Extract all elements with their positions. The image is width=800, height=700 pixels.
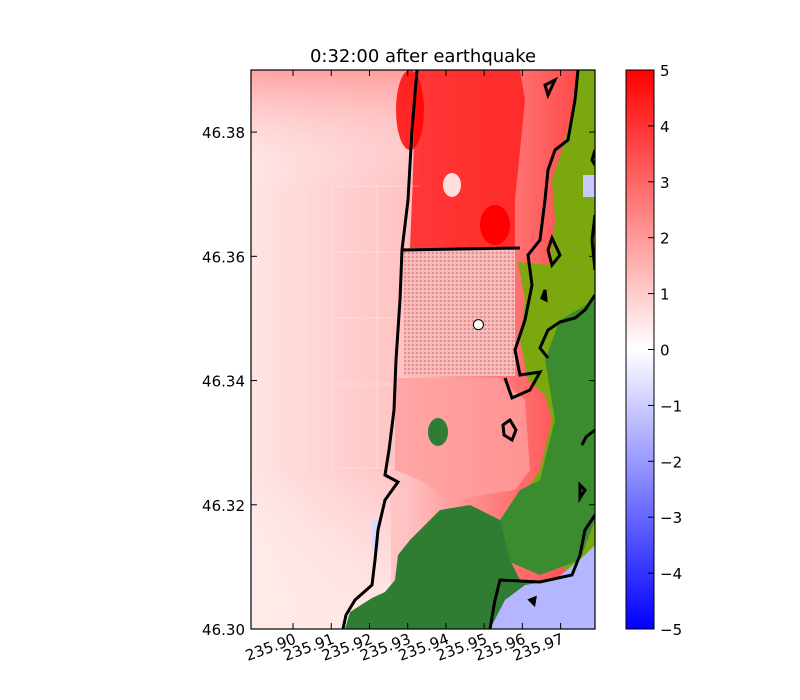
y-axis: 46.30 46.32 46.34 46.36 46.38 — [202, 124, 595, 639]
wave-crest-spot — [480, 205, 510, 245]
colorbar-tick-label: 3 — [660, 174, 670, 192]
colorbar-tick-label: 4 — [660, 118, 670, 136]
south-wave-region — [395, 378, 530, 500]
water-top-shading — [251, 70, 421, 190]
wave-peak-north — [396, 70, 424, 150]
y-tick-label: 46.34 — [202, 373, 245, 391]
shoreline-contours — [341, 70, 595, 629]
low-water-blue-patch — [490, 545, 595, 629]
colorbar-tick-label: 5 — [660, 62, 670, 80]
y-tick-label: 46.32 — [202, 497, 245, 515]
wave-trough-spot — [443, 173, 461, 197]
plot-area — [251, 70, 595, 629]
y-tick-label: 46.30 — [202, 621, 245, 639]
island-small — [428, 418, 448, 446]
gauge-marker — [472, 319, 484, 331]
colorbar-tick-label: 2 — [660, 230, 670, 248]
plot-frame — [250, 69, 596, 630]
y-tick-label: 46.38 — [202, 124, 245, 142]
intense-wave-region — [410, 70, 525, 248]
colorbar-tick-label: −5 — [660, 621, 682, 639]
colorbar-ticks: 5 4 3 2 1 0 −1 −2 −3 −4 −5 — [648, 62, 682, 639]
refinement-grid-lines — [331, 185, 420, 469]
blue-patch-north — [583, 175, 595, 197]
colorbar-tick-label: 1 — [660, 286, 670, 304]
colorbar: 5 4 3 2 1 0 −1 −2 −3 −4 −5 — [625, 62, 682, 639]
land-forest-east — [500, 300, 595, 575]
colorbar-tick-label: −2 — [660, 453, 682, 471]
colorbar-tick-label: −1 — [660, 397, 682, 415]
colorbar-tick-label: −3 — [660, 509, 682, 527]
colorbar-tick-label: 0 — [660, 342, 670, 360]
y-tick-label: 46.36 — [202, 248, 245, 266]
colorbar-tick-label: −4 — [660, 565, 682, 583]
chart-title: 0:32:00 after earthquake — [310, 46, 536, 67]
fine-grid-patch — [404, 248, 515, 376]
